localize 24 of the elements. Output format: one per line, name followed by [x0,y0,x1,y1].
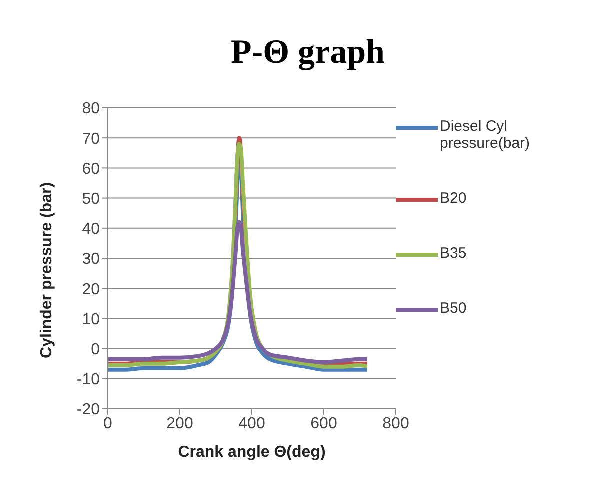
chart-title: P-Θ graph [230,34,386,72]
y-tick-label: -20 [76,402,100,419]
y-tick-label: 30 [82,251,100,268]
x-tick-label: 800 [382,415,410,432]
legend-label: B20 [440,190,467,207]
y-tick-label: 20 [82,281,100,298]
y-tick-label: 80 [82,100,100,118]
x-axis-title: Crank angle Θ(deg) [178,444,326,461]
x-tick-label: 200 [166,415,194,432]
line-series [108,220,370,364]
y-axis-title: Cylinder pressure (bar) [38,182,56,358]
y-tick-label: 50 [82,190,100,208]
y-tick-label: -10 [76,372,100,389]
legend-label: B35 [440,245,467,262]
legend-label: B50 [440,300,467,317]
y-tick-label: 10 [82,311,100,328]
y-tick-label: 40 [82,221,100,238]
x-tick-label: 0 [104,415,113,432]
legend-label: Diesel Cyl pressure(bar) [440,118,532,152]
y-tick-label: 70 [82,130,100,148]
y-tick-label: 60 [82,160,100,178]
x-tick-label: 400 [238,415,266,432]
y-tick-label: 0 [91,341,100,358]
x-tick-label: 600 [310,415,338,432]
